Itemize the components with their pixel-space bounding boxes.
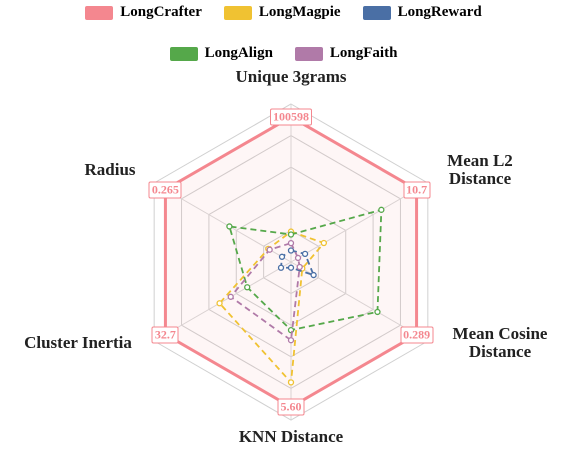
- data-point: [216, 300, 223, 307]
- axis-label: Radius: [84, 160, 136, 179]
- data-point: [310, 271, 317, 279]
- legend-label: LongCrafter: [120, 4, 202, 20]
- data-point: [226, 223, 233, 230]
- data-point: [227, 293, 234, 300]
- data-point: [287, 337, 295, 344]
- legend-swatch: [169, 46, 198, 61]
- value-label: 32.7: [151, 326, 179, 343]
- data-point: [244, 284, 251, 291]
- axis-label: Mean Cosine Distance: [452, 324, 548, 361]
- legend-item: LongAlign: [169, 45, 273, 62]
- axis-label: Unique 3grams: [235, 67, 347, 86]
- legend-swatch: [85, 5, 114, 20]
- value-label: 100598: [270, 108, 312, 126]
- legend: LongCrafter LongMagpie LongReward LongAlign…: [40, 4, 527, 62]
- data-point: [287, 264, 295, 271]
- legend-swatch: [223, 5, 252, 20]
- data-point: [287, 247, 295, 254]
- legend-swatch: [294, 46, 323, 61]
- legend-label: LongMagpie: [258, 4, 341, 20]
- legend-label: LongReward: [397, 4, 482, 20]
- data-point: [301, 250, 309, 258]
- data-point: [378, 206, 385, 213]
- data-point: [294, 254, 302, 262]
- data-point: [287, 239, 295, 247]
- legend-item: LongCrafter: [85, 4, 202, 21]
- legend-label: LongFaith: [329, 45, 398, 61]
- value-label: 0.265: [148, 181, 182, 198]
- axis-label: Mean L2 Distance: [447, 151, 513, 188]
- data-point: [278, 253, 286, 260]
- legend-item: LongFaith: [294, 45, 398, 62]
- data-point: [277, 264, 285, 271]
- legend-label: LongAlign: [204, 45, 273, 61]
- axis-label: KNN Distance: [238, 427, 344, 446]
- data-point: [296, 263, 303, 271]
- data-point: [287, 379, 295, 386]
- value-label: 0.289: [400, 326, 434, 343]
- data-point: [287, 231, 295, 238]
- data-point: [266, 246, 273, 253]
- data-point: [320, 239, 328, 247]
- value-label: 10.7: [403, 181, 431, 198]
- legend-item: LongMagpie: [223, 4, 341, 21]
- legend-item: LongReward: [362, 4, 482, 21]
- data-point: [374, 308, 381, 316]
- axis-label: Cluster Inertia: [24, 333, 132, 352]
- value-label: 5.60: [277, 398, 305, 416]
- legend-swatch: [362, 5, 391, 20]
